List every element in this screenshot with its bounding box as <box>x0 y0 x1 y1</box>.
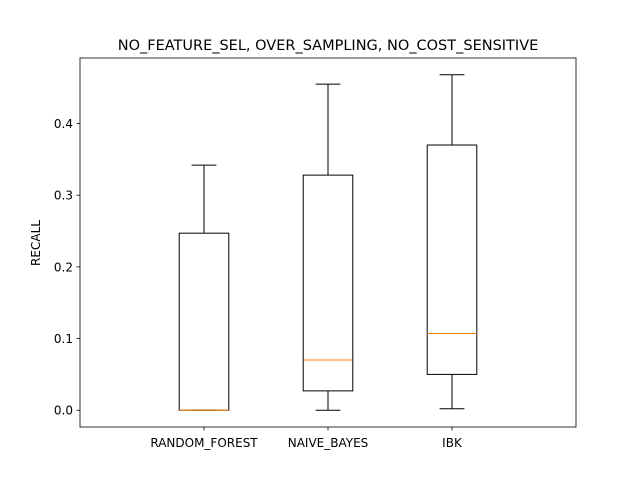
y-tick-label: 0.3 <box>54 189 73 203</box>
y-tick-label: 0.4 <box>54 117 73 131</box>
chart-title: NO_FEATURE_SEL, OVER_SAMPLING, NO_COST_S… <box>118 38 539 54</box>
y-tick-label: 0.0 <box>54 404 73 418</box>
y-tick-label: 0.1 <box>54 332 73 346</box>
y-tick-label: 0.2 <box>54 260 73 274</box>
y-axis-label: RECALL <box>29 220 43 266</box>
x-tick-label: IBK <box>442 436 463 450</box>
box-iqr <box>426 144 478 375</box>
x-tick-label: RANDOM_FOREST <box>150 436 258 450</box>
box-iqr <box>302 174 354 392</box>
plot-area: 0.0 0.1 0.2 0.3 0.4 RANDOM_FOREST NAIVE_BAYES I… <box>54 57 577 450</box>
x-tick-label: NAIVE_BAYES <box>288 436 369 450</box>
